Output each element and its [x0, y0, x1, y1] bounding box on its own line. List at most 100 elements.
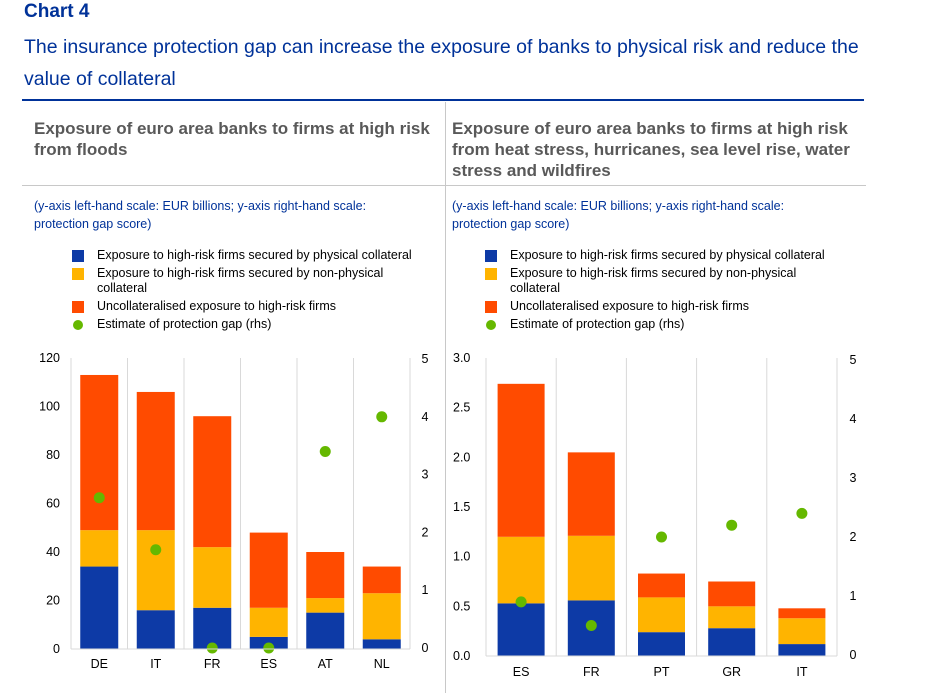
figure-title: The insurance protection gap can increas… — [24, 36, 859, 90]
bar-segment — [778, 618, 826, 645]
protection-gap-dot — [515, 596, 527, 608]
y2-tick-label: 3 — [850, 471, 857, 485]
legend-label: Estimate of protection gap (rhs) — [510, 317, 685, 331]
x-tick-label: NL — [374, 657, 390, 671]
legend-item-uncollateralised: Uncollateralised exposure to high-risk f… — [485, 299, 845, 314]
panel-separator — [445, 102, 446, 693]
legend-swatch-uncollateralised — [72, 301, 84, 313]
legend-item-non-physical: Exposure to high-risk firms secured by n… — [485, 266, 845, 296]
y2-tick-label: 4 — [850, 412, 857, 426]
y2-tick-label: 5 — [422, 352, 429, 366]
y2-tick-label: 4 — [422, 410, 429, 424]
legend-label: Exposure to high-risk firms secured by p… — [97, 248, 412, 262]
y2-tick-label: 3 — [422, 468, 429, 482]
bar-segment — [708, 606, 756, 629]
legend-label: Estimate of protection gap (rhs) — [97, 317, 272, 331]
x-tick-label: FR — [583, 665, 600, 679]
legend-dot-protection-gap — [73, 320, 83, 330]
floods-panel-subtitle: (y-axis left-hand scale: EUR billions; y… — [34, 199, 367, 231]
climate-legend: Exposure to high-risk firms secured by p… — [485, 248, 845, 335]
bar-segment — [306, 552, 345, 599]
legend-item-physical: Exposure to high-risk firms secured by p… — [72, 248, 427, 263]
y-tick-label: 2.0 — [453, 450, 470, 464]
bar-segment — [193, 607, 232, 649]
bar-segment — [362, 639, 401, 649]
bar-segment — [567, 535, 615, 601]
legend-swatch-uncollateralised — [485, 301, 497, 313]
x-tick-label: FR — [204, 657, 221, 671]
legend-label: Exposure to high-risk firms secured by p… — [510, 248, 825, 262]
bar-segment — [638, 632, 685, 656]
bar-segment — [136, 391, 175, 531]
bar-segment — [193, 547, 232, 608]
chart-number: Chart 4 — [24, 1, 90, 22]
y-tick-label: 3.0 — [453, 351, 470, 365]
bar-segment — [362, 566, 401, 594]
legend-label: Exposure to high-risk firms secured by n… — [510, 266, 797, 295]
bar-segment — [778, 644, 826, 656]
bar-segment — [80, 566, 119, 649]
legend-label: Exposure to high-risk firms secured by n… — [97, 266, 384, 295]
protection-gap-dot — [150, 544, 162, 556]
y-tick-label: 2.5 — [453, 401, 470, 415]
bar-segment — [497, 536, 545, 604]
bar-segment — [638, 573, 685, 598]
title-rule — [22, 99, 864, 101]
y-tick-label: 100 — [39, 400, 60, 414]
y2-tick-label: 1 — [422, 583, 429, 597]
y2-tick-label: 1 — [850, 589, 857, 603]
bar-segment — [567, 452, 615, 536]
legend-swatch-non-physical — [72, 268, 84, 280]
bar-segment — [497, 603, 545, 656]
x-tick-label: IT — [796, 665, 807, 679]
y-tick-label: 60 — [46, 497, 60, 511]
protection-gap-dot — [726, 519, 738, 531]
bar-segment — [249, 532, 288, 608]
floods-panel: Exposure of euro area banks to firms at … — [22, 102, 445, 693]
y-tick-label: 1.5 — [453, 500, 470, 514]
bar-segment — [136, 530, 175, 611]
x-tick-label: GR — [722, 665, 741, 679]
bar-segment — [80, 374, 119, 531]
x-tick-label: IT — [150, 657, 161, 671]
floods-panel-title: Exposure of euro area banks to firms at … — [34, 119, 430, 159]
legend-item-uncollateralised: Uncollateralised exposure to high-risk f… — [72, 299, 427, 314]
y2-tick-label: 2 — [422, 525, 429, 539]
bar-segment — [362, 593, 401, 640]
climate-panel-title: Exposure of euro area banks to firms at … — [452, 119, 850, 180]
x-tick-label: AT — [318, 657, 333, 671]
legend-label: Uncollateralised exposure to high-risk f… — [97, 299, 336, 313]
bar-segment — [306, 612, 345, 649]
legend-item-protection-gap: Estimate of protection gap (rhs) — [72, 317, 427, 332]
legend-item-non-physical: Exposure to high-risk firms secured by n… — [72, 266, 427, 296]
bar-segment — [80, 530, 119, 567]
y-tick-label: 0 — [53, 642, 60, 656]
y-tick-label: 20 — [46, 594, 60, 608]
y-tick-label: 0.0 — [453, 649, 470, 663]
y2-tick-label: 5 — [850, 353, 857, 367]
protection-gap-dot — [585, 620, 597, 631]
legend-swatch-physical — [485, 250, 497, 262]
panel-divider — [446, 185, 866, 186]
bar-segment — [249, 607, 288, 637]
protection-gap-dot — [263, 642, 275, 654]
bar-segment — [306, 598, 345, 613]
legend-dot-protection-gap — [486, 320, 496, 330]
x-tick-label: DE — [91, 657, 108, 671]
protection-gap-dot — [796, 507, 808, 519]
protection-gap-dot — [376, 411, 388, 423]
y-tick-label: 40 — [46, 545, 60, 559]
bar-segment — [708, 581, 756, 607]
bar-segment — [778, 608, 826, 619]
y-tick-label: 80 — [46, 448, 60, 462]
legend-item-physical: Exposure to high-risk firms secured by p… — [485, 248, 845, 263]
protection-gap-dot — [206, 642, 218, 654]
y-tick-label: 0.5 — [453, 599, 470, 613]
floods-legend: Exposure to high-risk firms secured by p… — [72, 248, 427, 335]
x-tick-label: ES — [513, 665, 530, 679]
bar-segment — [193, 416, 232, 548]
climate-panel-subtitle: (y-axis left-hand scale: EUR billions; y… — [452, 199, 785, 231]
protection-gap-dot — [319, 445, 331, 457]
